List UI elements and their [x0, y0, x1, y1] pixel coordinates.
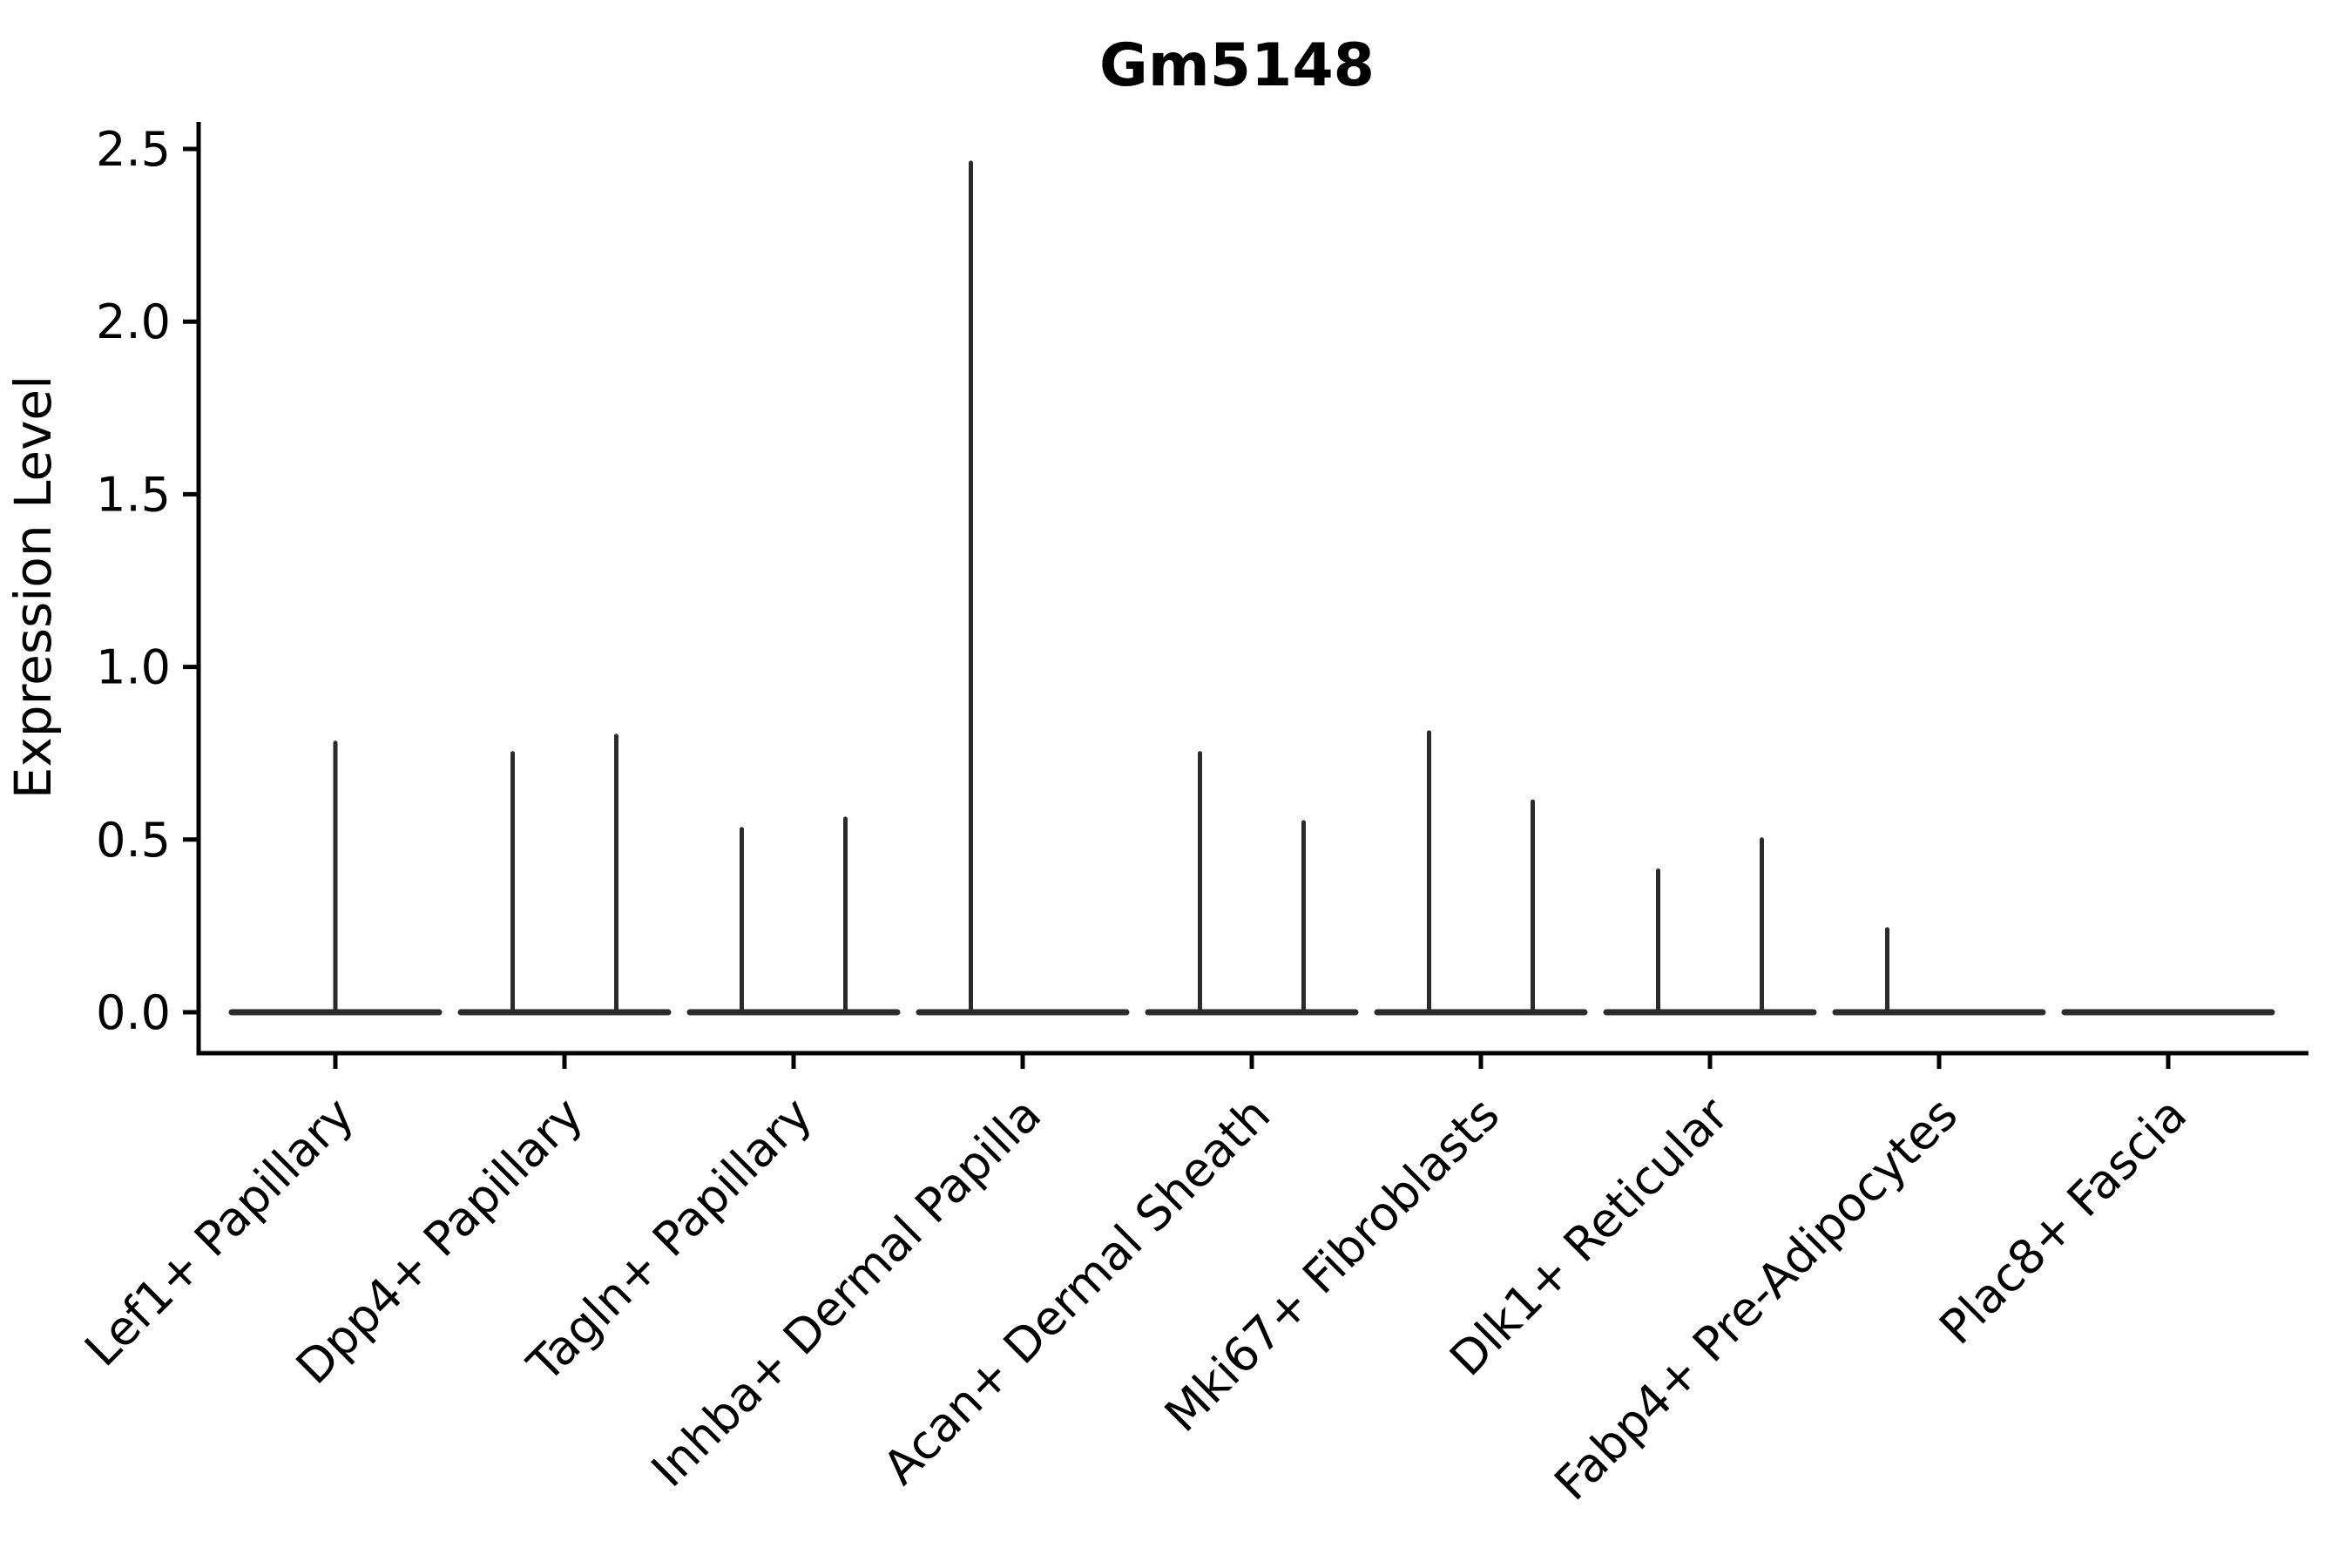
violin-5 — [1145, 751, 1359, 1016]
x-tick-label: Acan+ Dermal Sheath — [873, 1087, 1281, 1495]
x-tick-label: Plac8+ Fascia — [1929, 1087, 2197, 1355]
violin-7 — [1603, 837, 1817, 1016]
violin-2 — [457, 733, 672, 1016]
violin-1 — [228, 740, 443, 1016]
x-tick-label: Inhba+ Dermal Papilla — [641, 1087, 1051, 1497]
y-axis-label: Expression Level — [3, 375, 63, 799]
y-tick-label: 2.5 — [96, 122, 171, 177]
y-axis-ticks: 0.0 0.5 1.0 1.5 2.0 2.5 — [96, 122, 199, 1040]
y-tick-label: 2.0 — [96, 294, 171, 349]
violin-6 — [1374, 730, 1588, 1016]
chart-title: Gm5148 — [1099, 31, 1375, 100]
violins — [228, 160, 2275, 1016]
y-tick-label: 0.5 — [96, 813, 171, 868]
y-tick-label: 0.0 — [96, 985, 171, 1040]
violin-4 — [916, 160, 1130, 1016]
x-tick-label: Fabp4+ Pre-Adipocytes — [1544, 1087, 1968, 1511]
y-tick-label: 1.0 — [96, 640, 171, 695]
violin-3 — [686, 816, 901, 1016]
y-tick-label: 1.5 — [96, 467, 171, 522]
violin-8 — [1832, 927, 2046, 1016]
